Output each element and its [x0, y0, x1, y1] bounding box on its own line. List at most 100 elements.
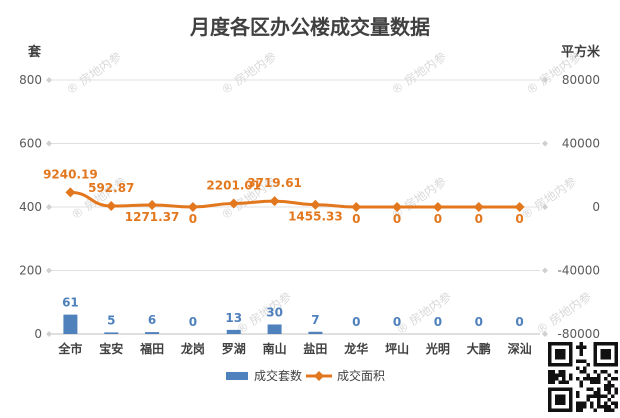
qr-module	[548, 370, 552, 374]
right-axis-unit: 平方米	[561, 44, 601, 60]
bar-宝安	[104, 332, 119, 334]
category-label: 龙岗	[181, 341, 205, 356]
line-point-全市	[65, 187, 76, 198]
category-label: 深汕	[508, 341, 532, 356]
right-tick-marker	[542, 331, 548, 337]
qr-module	[590, 377, 594, 381]
left-tick-label: 400	[19, 200, 42, 214]
line-data-label: 0	[189, 212, 197, 226]
qr-module	[579, 359, 583, 363]
qr-module	[604, 387, 608, 391]
right-tick-marker	[542, 267, 548, 274]
qr-module	[583, 401, 587, 405]
qr-module	[576, 366, 580, 370]
right-tick-marker	[542, 140, 548, 147]
qr-module	[579, 370, 583, 374]
qr-module	[576, 401, 580, 405]
left-tick-label: 200	[19, 264, 42, 278]
right-tick-marker	[542, 204, 548, 210]
qr-module	[604, 401, 608, 405]
qr-module	[614, 401, 618, 405]
left-tick-marker	[46, 331, 52, 337]
qr-module	[565, 380, 569, 384]
line-data-label: 3719.61	[247, 176, 302, 190]
bar-盐田	[308, 331, 323, 334]
qr-module	[551, 377, 555, 381]
category-label: 大鹏	[467, 341, 491, 356]
qr-module	[551, 370, 555, 374]
qr-module	[597, 391, 601, 395]
qr-module	[604, 370, 608, 374]
category-labels: 全市 宝安 福田 龙岗 罗湖 南山 盐田 龙华 坪山 光明 大鹏 深汕	[57, 341, 531, 356]
qr-module	[579, 405, 583, 409]
qr-module	[555, 373, 559, 377]
qr-module	[558, 373, 562, 377]
qr-module	[593, 370, 597, 374]
qr-module	[604, 405, 608, 409]
qr-module	[579, 408, 583, 412]
qr-module	[593, 394, 597, 398]
qr-module	[579, 352, 583, 356]
qr-module	[597, 387, 601, 391]
bar-data-label: 0	[515, 315, 523, 329]
qr-module	[593, 380, 597, 384]
qr-module	[614, 387, 618, 391]
qr-module	[611, 394, 615, 398]
qr-module	[569, 373, 573, 377]
qr-finder-core	[600, 349, 611, 360]
qr-module	[579, 349, 583, 353]
line-data-label: 0	[515, 212, 523, 226]
qr-module	[607, 384, 611, 388]
qr-module	[583, 405, 587, 409]
left-tick-label: 0	[34, 327, 42, 341]
qr-module	[607, 373, 611, 377]
line-data-label: 0	[393, 212, 401, 226]
qr-module	[583, 345, 587, 349]
qr-module	[551, 373, 555, 377]
qr-module	[576, 377, 580, 381]
right-tick-label: -80000	[557, 327, 600, 341]
qr-module	[597, 401, 601, 405]
qr-module	[597, 380, 601, 384]
qr-module	[551, 380, 555, 384]
category-label: 全市	[57, 341, 82, 356]
bar-series	[63, 314, 323, 334]
watermark-text: ® 房地内参	[63, 49, 124, 98]
bar-南山	[267, 324, 282, 334]
line-point-南山	[269, 196, 280, 207]
qr-finder-core	[555, 394, 566, 405]
legend-label-line: 成交面积	[337, 368, 385, 383]
line-data-label: 0	[352, 212, 360, 226]
watermark-text: ® 房地内参	[388, 49, 449, 98]
qr-module	[583, 366, 587, 370]
qr-module	[586, 377, 590, 381]
qr-module	[614, 370, 618, 374]
right-tick-label: 40000	[562, 137, 600, 151]
legend: 成交套数 成交面积	[226, 368, 385, 383]
qr-module	[576, 359, 580, 363]
line-point-深汕	[514, 202, 525, 212]
bar-data-label: 6	[148, 313, 156, 327]
bar-data-label: 0	[352, 315, 360, 329]
qr-module	[579, 345, 583, 349]
qr-module	[607, 380, 611, 384]
qr-module	[579, 342, 583, 346]
watermark-text: ® 房地内参	[393, 289, 454, 338]
right-tick-label: -40000	[557, 264, 600, 278]
left-axis-unit: 套	[27, 44, 42, 60]
qr-module	[558, 370, 562, 374]
line-data-label: 9240.19	[43, 167, 98, 181]
qr-module	[569, 377, 573, 381]
line-point-罗湖	[228, 198, 239, 209]
qr-module	[586, 394, 590, 398]
qr-module	[579, 380, 583, 384]
bar-罗湖	[226, 329, 241, 334]
line-point-大鹏	[473, 202, 484, 212]
qr-module	[604, 384, 608, 388]
qr-module	[590, 387, 594, 391]
qr-module	[611, 384, 615, 388]
category-label: 盐田	[303, 341, 327, 356]
bar-data-label: 13	[225, 311, 242, 325]
